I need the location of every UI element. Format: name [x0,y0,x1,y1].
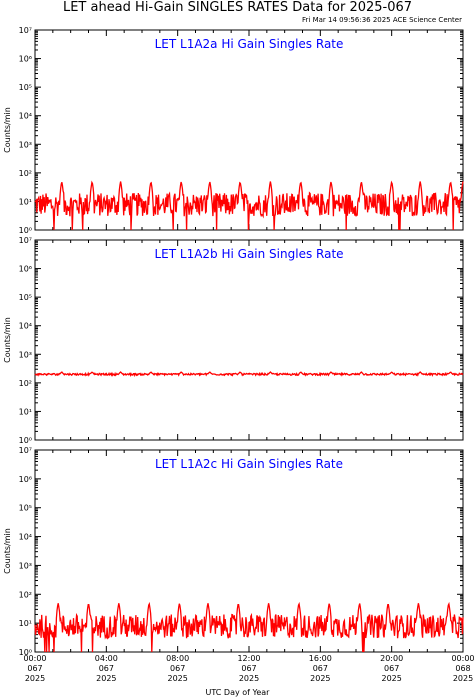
y-tick-label: 10⁴ [19,533,32,542]
y-tick-label: 10⁶ [19,475,32,484]
y-tick-label: 10¹ [19,619,32,628]
y-tick-label: 10⁵ [19,504,32,513]
series-line [34,601,464,653]
y-tick-label: 10³ [19,350,32,359]
x-tick-label-day: 067 [99,664,114,673]
chart-panel-1: 10⁰ 10¹ 10² 10³ 10⁴ 10⁵ 10⁶ 10⁷ Counts/min LET L1… [3,26,464,235]
x-tick-label-year: 2025 [381,674,401,683]
x-tick-label-year: 2025 [239,674,259,683]
y-tick-label: 10⁷ [19,26,32,35]
series-line [34,371,464,378]
x-tick-label-time: 16:00 [309,654,332,663]
x-tick-label-day: 067 [384,664,399,673]
y-tick-label: 10² [19,379,32,388]
y-tick-label: 10⁶ [19,55,32,64]
y-tick-label: 10⁰ [19,436,32,445]
y-tick-label: 10⁰ [19,648,32,657]
y-tick-label: 10⁵ [19,83,32,92]
series-line [34,180,464,231]
x-tick-label-time: 04:00 [95,654,118,663]
x-tick-label-year: 2025 [96,674,116,683]
panel-title: LET L1A2a Hi Gain Singles Rate [155,37,344,51]
y-tick-label: 10² [19,590,32,599]
x-tick-label-day: 067 [313,664,328,673]
x-tick-label-day: 067 [241,664,256,673]
y-tick-label: 10⁴ [19,322,32,331]
y-tick-label: 10⁰ [19,226,32,235]
y-tick-label: 10¹ [19,197,32,206]
x-tick-label-time: 00:00 [451,654,474,663]
x-tick-label-year: 2025 [453,674,473,683]
x-tick-label-year: 2025 [310,674,330,683]
x-tick-label-year: 2025 [25,674,45,683]
x-axis-title: UTC Day of Year [205,688,270,697]
x-tick-label-day: 068 [455,664,470,673]
y-tick-label: 10¹ [19,407,32,416]
x-tick-label-time: 08:00 [166,654,189,663]
x-tick-label-year: 2025 [167,674,187,683]
panel-title: LET L1A2c Hi Gain Singles Rate [155,457,343,471]
chart-panel-2: 10⁰ 10¹ 10² 10³ 10⁴ 10⁵ 10⁶ 10⁷ Counts/min LET L1… [3,236,464,445]
y-tick-label: 10⁵ [19,293,32,302]
y-tick-label: 10³ [19,140,32,149]
y-tick-label: 10⁶ [19,265,32,274]
plot-frame [34,239,464,441]
y-axis-label: Counts/min [3,317,12,363]
timestamp: Fri Mar 14 09:56:36 2025 ACE Science Cen… [302,16,462,24]
y-tick-label: 10⁷ [19,236,32,245]
y-tick-label: 10⁷ [19,446,32,455]
x-tick-label-day: 067 [170,664,185,673]
y-tick-label: 10³ [19,561,32,570]
y-axis-label: Counts/min [3,528,12,574]
y-axis-label: Counts/min [3,107,12,153]
x-tick-label-day: 067 [27,664,42,673]
y-tick-label: 10² [19,169,32,178]
y-tick-label: 10⁴ [19,112,32,121]
chart-panel-3: 10⁰ 10¹ 10² 10³ 10⁴ 10⁵ 10⁶ 10⁷ Counts/min LET L1… [3,446,475,683]
x-tick-label-time: 20:00 [380,654,403,663]
main-title: LET ahead Hi-Gain SINGLES RATES Data for… [62,0,413,15]
x-tick-label-time: 12:00 [237,654,260,663]
x-tick-label-time: 00:00 [23,654,46,663]
plot-frame [34,449,464,653]
panel-title: LET L1A2b Hi Gain Singles Rate [154,247,343,261]
